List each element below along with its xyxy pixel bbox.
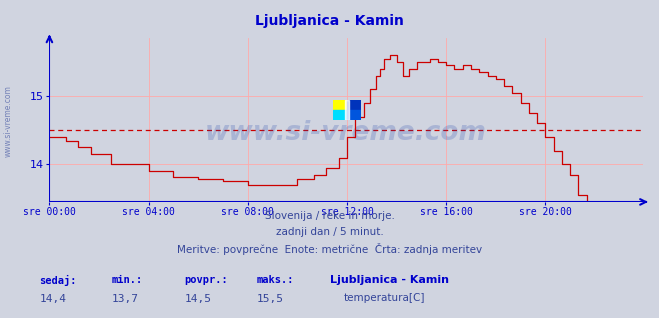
Text: zadnji dan / 5 minut.: zadnji dan / 5 minut. [275,227,384,237]
Text: temperatura[C]: temperatura[C] [344,293,426,303]
Text: Meritve: povprečne  Enote: metrične  Črta: zadnja meritev: Meritve: povprečne Enote: metrične Črta:… [177,243,482,255]
Text: www.si-vreme.com: www.si-vreme.com [4,85,13,157]
Text: sedaj:: sedaj: [40,275,77,286]
Polygon shape [345,100,349,120]
Bar [333,110,347,120]
Text: min.:: min.: [112,275,143,285]
Text: povpr.:: povpr.: [185,275,228,285]
Bar [333,100,347,110]
Bar [347,100,361,110]
Text: 14,4: 14,4 [40,294,67,304]
Text: www.si-vreme.com: www.si-vreme.com [205,120,487,146]
Text: 13,7: 13,7 [112,294,139,304]
Text: Slovenija / reke in morje.: Slovenija / reke in morje. [264,211,395,221]
Text: maks.:: maks.: [257,275,295,285]
Text: Ljubljanica - Kamin: Ljubljanica - Kamin [255,14,404,28]
Text: Ljubljanica - Kamin: Ljubljanica - Kamin [330,275,449,285]
Text: 14,5: 14,5 [185,294,212,304]
Bar [347,110,361,120]
Text: 15,5: 15,5 [257,294,284,304]
